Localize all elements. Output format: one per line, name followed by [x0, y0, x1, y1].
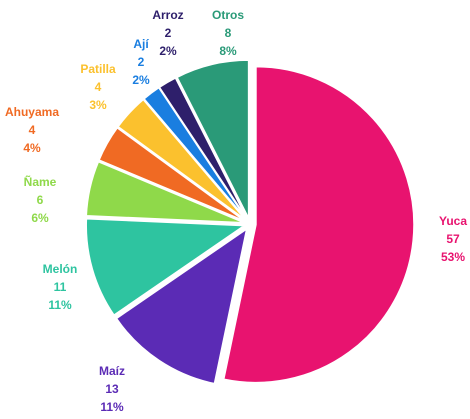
slice-value: 13 [105, 382, 119, 396]
slice-label: Ají [133, 37, 149, 51]
slice-value: 4 [95, 80, 102, 94]
slice-label: Ñame [24, 174, 57, 189]
slice-percent: 3% [89, 98, 107, 112]
pie-slice [222, 65, 415, 384]
slice-label: Ahuyama [5, 105, 59, 119]
slice-percent: 11% [100, 400, 124, 414]
slice-label: Patilla [80, 62, 116, 76]
pie-slice [85, 217, 247, 317]
slice-value: 6 [37, 193, 44, 207]
pie-slice [98, 126, 246, 222]
slice-value: 11 [54, 280, 67, 294]
slice-label: Maíz [99, 364, 125, 378]
pie-slice [176, 59, 250, 219]
pie-slice [85, 160, 245, 224]
slice-percent: 8% [219, 44, 237, 58]
slice-percent: 2% [132, 73, 150, 87]
pie-slice [115, 227, 248, 385]
slice-percent: 4% [23, 141, 41, 155]
slice-percent: 53% [441, 250, 465, 264]
pie-slice [158, 76, 248, 220]
slice-value: 57 [446, 232, 460, 246]
slice-value: 8 [225, 26, 232, 40]
slice-label: Melón [43, 262, 78, 276]
slice-label: Yuca [439, 214, 467, 228]
pie-slice [117, 98, 247, 221]
slice-label: Arroz [152, 8, 183, 22]
slice-value: 4 [29, 123, 36, 137]
slice-label: Otros [212, 8, 244, 22]
slice-percent: 11% [48, 298, 72, 312]
slice-percent: 2% [159, 44, 177, 58]
slice-percent: 6% [31, 211, 49, 225]
slice-value: 2 [165, 26, 172, 40]
slice-value: 2 [138, 55, 145, 69]
